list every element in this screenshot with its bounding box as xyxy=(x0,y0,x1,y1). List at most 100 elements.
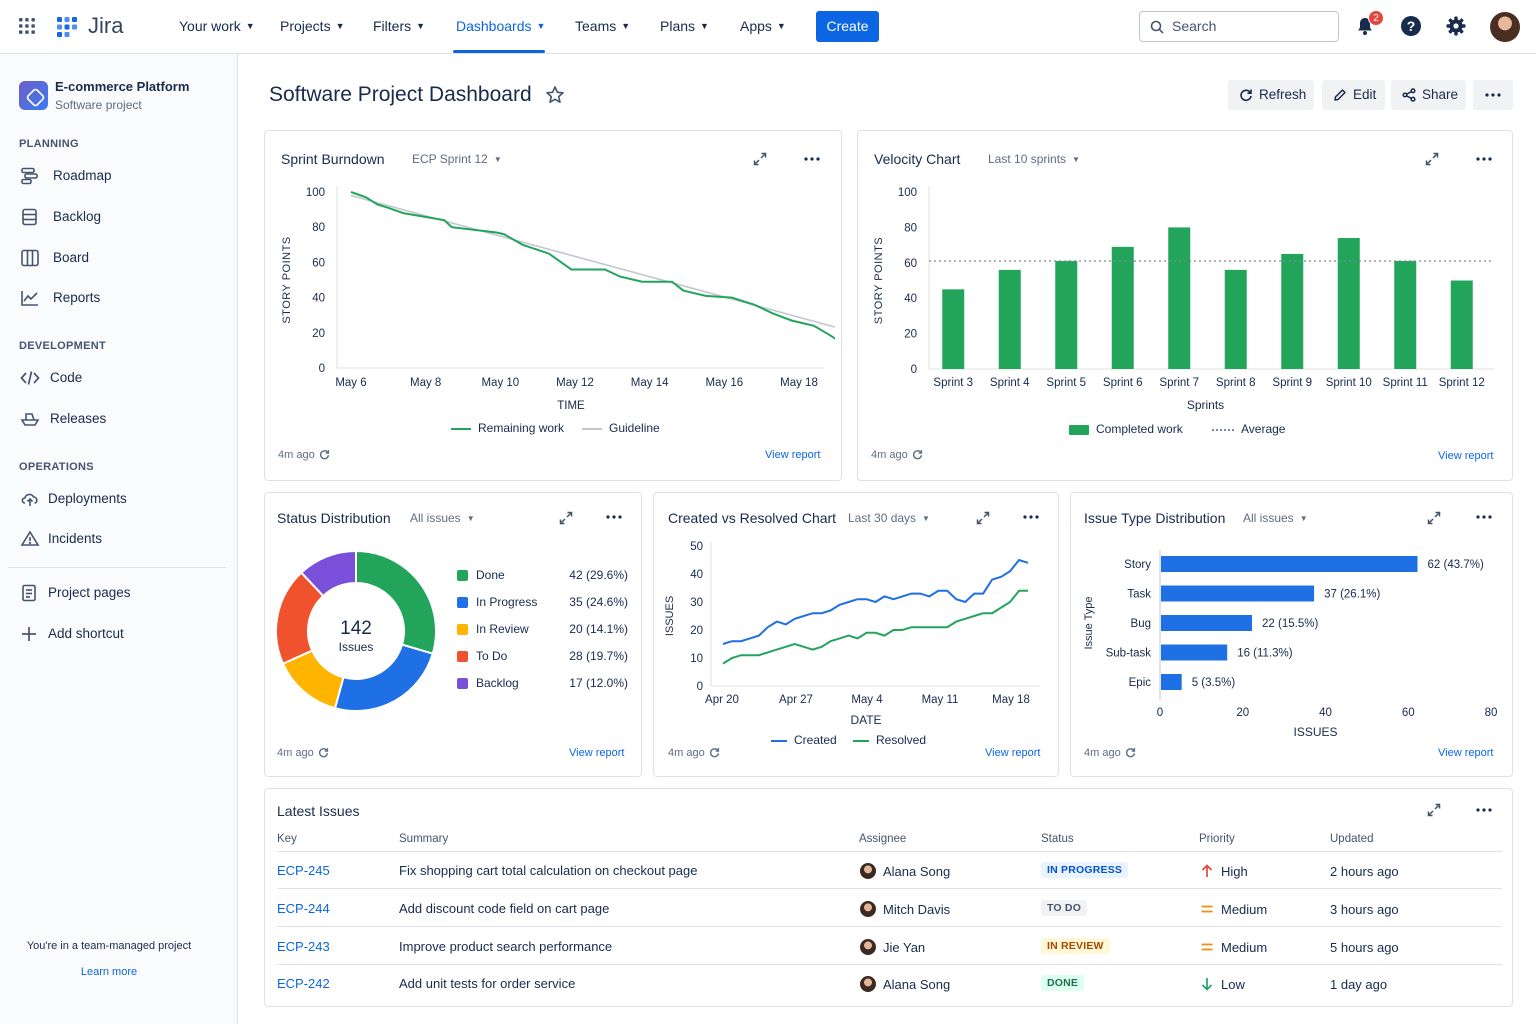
view-report-link[interactable]: View report xyxy=(1438,747,1494,759)
column-header-key[interactable]: Key xyxy=(277,833,297,845)
status-count: 28 (19.7%) xyxy=(569,649,628,663)
app-switcher-icon[interactable] xyxy=(18,17,36,35)
nav-teams[interactable]: Teams ▼ xyxy=(575,18,631,34)
expand-icon[interactable] xyxy=(753,152,767,166)
nav-dashboards[interactable]: Dashboards ▼ xyxy=(456,18,546,34)
more-dots-icon[interactable] xyxy=(1476,808,1492,812)
column-header-summary[interactable]: Summary xyxy=(399,833,449,845)
nav-projects[interactable]: Projects ▼ xyxy=(280,18,345,34)
issue-summary[interactable]: Add unit tests for order service xyxy=(399,976,576,991)
jira-logo-icon[interactable] xyxy=(56,16,78,38)
table-header-divider xyxy=(277,851,1502,852)
more-dots-icon[interactable] xyxy=(1023,515,1039,519)
sidebar-item-add-shortcut[interactable]: Add shortcut xyxy=(18,622,218,646)
share-button[interactable]: Share xyxy=(1391,80,1466,110)
x-tick-label: Sprint 3 xyxy=(933,377,973,389)
expand-icon[interactable] xyxy=(1427,511,1441,525)
nav-your-work[interactable]: Your work ▼ xyxy=(179,18,255,34)
search-input[interactable] xyxy=(1172,18,1332,34)
more-dots-icon[interactable] xyxy=(1476,157,1492,161)
issue-key-link[interactable]: ECP-242 xyxy=(277,976,330,991)
y-tick-label: 0 xyxy=(319,363,325,375)
sidebar-item-board[interactable]: Board xyxy=(18,246,218,270)
status-count: 35 (24.6%) xyxy=(569,595,628,609)
x-tick-label: 0 xyxy=(1157,707,1163,719)
incidents-alert-icon xyxy=(20,530,40,546)
refresh-icon[interactable] xyxy=(912,449,923,460)
refresh-icon[interactable] xyxy=(1125,747,1136,758)
y-tick-label: 30 xyxy=(690,597,703,609)
team-managed-note: You're in a team-managed project xyxy=(26,940,192,952)
column-header-priority[interactable]: Priority xyxy=(1199,833,1235,845)
column-header-assignee[interactable]: Assignee xyxy=(859,833,907,845)
help-icon[interactable]: ? xyxy=(1400,15,1422,37)
x-tick-label: May 14 xyxy=(631,377,669,389)
star-favorite-icon[interactable] xyxy=(545,85,565,105)
view-report-link[interactable]: View report xyxy=(1438,450,1494,462)
sprints-filter-dropdown[interactable]: Last 10 sprints ▼ xyxy=(988,152,1080,166)
refresh-icon[interactable] xyxy=(709,747,720,758)
y-tick-label: 0 xyxy=(697,681,703,693)
expand-icon[interactable] xyxy=(1427,803,1441,817)
section-operations: OPERATIONS xyxy=(19,461,94,473)
sidebar-item-project-pages[interactable]: Project pages xyxy=(18,581,218,605)
status-filter-dropdown[interactable]: All issues ▼ xyxy=(410,511,475,525)
assignee-name: Alana Song xyxy=(883,977,951,992)
more-dots-icon[interactable] xyxy=(606,515,622,519)
legend-swatch xyxy=(457,678,468,689)
learn-more-link[interactable]: Learn more xyxy=(80,966,138,978)
settings-gear-icon[interactable] xyxy=(1445,15,1467,37)
column-header-updated[interactable]: Updated xyxy=(1330,833,1374,845)
chevron-down-icon: ▼ xyxy=(700,21,709,31)
column-header-status[interactable]: Status xyxy=(1041,833,1074,845)
edit-button[interactable]: Edit xyxy=(1322,80,1385,110)
expand-icon[interactable] xyxy=(1425,152,1439,166)
more-dots-icon[interactable] xyxy=(804,157,820,161)
more-actions-button[interactable] xyxy=(1473,80,1513,110)
create-button[interactable]: Create xyxy=(816,11,879,42)
issue-summary[interactable]: Improve product search performance xyxy=(399,939,613,954)
y-tick-label: 20 xyxy=(904,329,917,341)
refresh-icon[interactable] xyxy=(319,449,330,460)
sidebar-item-incidents[interactable]: Incidents xyxy=(18,527,218,551)
more-dots-icon[interactable] xyxy=(1476,515,1492,519)
issue-summary[interactable]: Add discount code field on cart page xyxy=(399,901,610,916)
issue-key-link[interactable]: ECP-243 xyxy=(277,939,330,954)
x-tick-label: 40 xyxy=(1319,707,1332,719)
view-report-link[interactable]: View report xyxy=(765,449,821,461)
nav-filters[interactable]: Filters ▼ xyxy=(373,18,426,34)
sidebar-item-roadmap[interactable]: Roadmap xyxy=(18,164,218,188)
project-name[interactable]: E-commerce Platform xyxy=(55,79,190,94)
sprint-filter-dropdown[interactable]: ECP Sprint 12 ▼ xyxy=(412,152,502,166)
sidebar-item-code[interactable]: Code xyxy=(18,366,218,390)
priority-label: Medium xyxy=(1221,902,1268,917)
issue-key-link[interactable]: ECP-245 xyxy=(277,863,330,878)
project-avatar-icon[interactable] xyxy=(19,81,48,110)
search-box[interactable] xyxy=(1139,11,1339,42)
sidebar-item-reports[interactable]: Reports xyxy=(18,286,218,310)
view-report-link[interactable]: View report xyxy=(985,747,1041,759)
user-avatar[interactable] xyxy=(1490,12,1520,42)
y-axis-label: STORY POINTS xyxy=(281,236,293,323)
y-tick-label: Sub-task xyxy=(1106,648,1152,660)
velocity-bar xyxy=(1450,280,1473,369)
issue-key-link[interactable]: ECP-244 xyxy=(277,901,330,916)
refresh-button[interactable]: Refresh xyxy=(1228,80,1314,110)
expand-icon[interactable] xyxy=(559,511,573,525)
nav-apps[interactable]: Apps ▼ xyxy=(740,18,786,34)
sidebar-item-deployments[interactable]: Deployments xyxy=(18,487,218,511)
more-dots-icon xyxy=(1485,93,1501,97)
issue-summary[interactable]: Fix shopping cart total calculation on c… xyxy=(399,863,698,878)
issue-type-filter-dropdown[interactable]: All issues ▼ xyxy=(1243,511,1308,525)
days-filter-dropdown[interactable]: Last 30 days ▼ xyxy=(848,511,930,525)
priority-label: Low xyxy=(1221,977,1245,992)
sidebar-item-backlog[interactable]: Backlog xyxy=(18,205,218,229)
y-tick-label: Epic xyxy=(1129,677,1152,689)
refresh-icon[interactable] xyxy=(318,747,329,758)
brand-name[interactable]: Jira xyxy=(88,13,124,38)
nav-plans[interactable]: Plans ▼ xyxy=(660,18,709,34)
assignee-avatar xyxy=(860,976,876,992)
view-report-link[interactable]: View report xyxy=(569,747,625,759)
expand-icon[interactable] xyxy=(976,511,990,525)
sidebar-item-releases[interactable]: Releases xyxy=(18,407,218,431)
